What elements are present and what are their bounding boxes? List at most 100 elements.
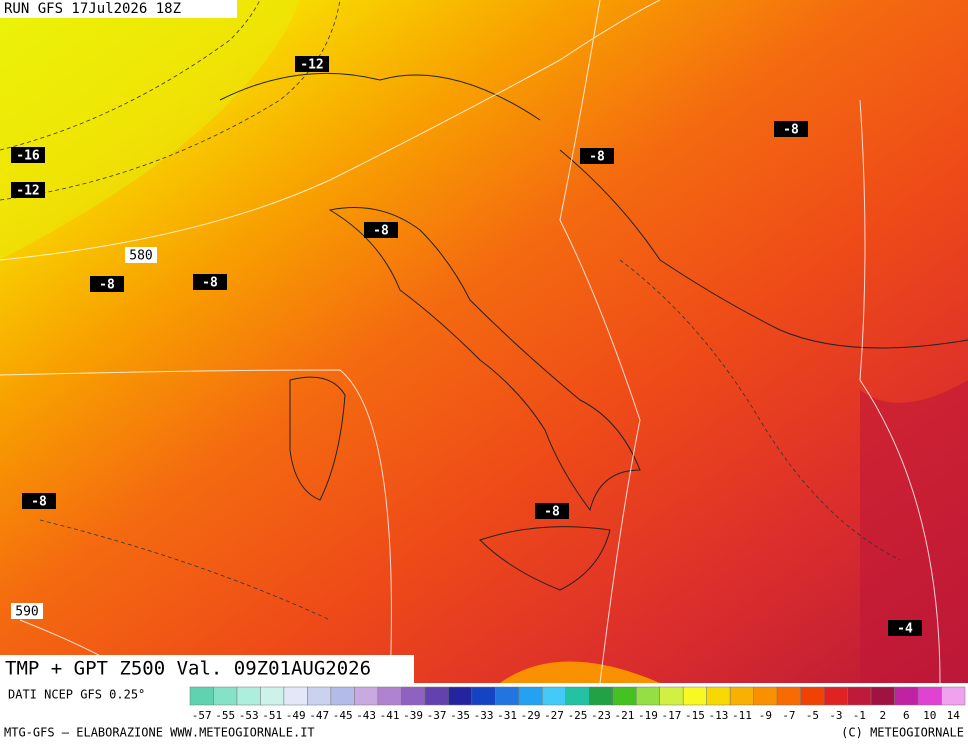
title-box xyxy=(0,655,414,683)
footer-right: (C) METEOGIORNALE xyxy=(841,726,964,740)
legend-swatch xyxy=(847,686,872,706)
temperature-contours xyxy=(0,0,901,621)
legend-swatch xyxy=(495,686,520,706)
legend-swatch xyxy=(401,686,426,706)
label-box xyxy=(535,503,569,519)
temperature-label: -4 xyxy=(897,622,913,637)
temperature-label: -8 xyxy=(373,224,389,239)
label-box xyxy=(774,121,808,137)
source: DATI NCEP GFS 0.25° xyxy=(8,688,145,702)
legend-label: -57 xyxy=(192,709,212,722)
legend-label: 10 xyxy=(923,709,936,722)
legend-swatch xyxy=(706,686,731,706)
temperature-label: -12 xyxy=(300,58,323,73)
run-label: RUN GFS 17Jul2026 18Z xyxy=(4,1,181,17)
label-box xyxy=(22,493,56,509)
label-box xyxy=(11,147,45,163)
legend-label: -25 xyxy=(568,709,588,722)
temperature-label: -12 xyxy=(16,184,39,199)
footer-left: MTG-GFS – ELABORAZIONE WWW.METEOGIORNALE… xyxy=(4,726,315,740)
legend-swatch xyxy=(588,686,613,706)
legend-label: -15 xyxy=(685,709,705,722)
legend-label: -35 xyxy=(450,709,470,722)
legend-label: -49 xyxy=(286,709,306,722)
cold-area xyxy=(0,0,300,260)
legend-label: -9 xyxy=(759,709,772,722)
temperature-label: -8 xyxy=(544,505,560,520)
legend-label: -29 xyxy=(521,709,541,722)
height-label: 580 xyxy=(129,249,152,264)
legend-label: -55 xyxy=(215,709,235,722)
legend-swatch xyxy=(283,686,308,706)
legend-label: -37 xyxy=(427,709,447,722)
legend-swatch xyxy=(260,686,285,706)
cool-area xyxy=(500,661,660,683)
legend-swatch xyxy=(753,686,778,706)
label-box xyxy=(11,603,43,619)
legend-swatch xyxy=(776,686,801,706)
label-box xyxy=(193,274,227,290)
legend-label: -21 xyxy=(615,709,635,722)
temperature-label: -8 xyxy=(783,123,799,138)
legend-label: -19 xyxy=(638,709,658,722)
run-box xyxy=(0,0,237,18)
label-box xyxy=(125,247,157,263)
legend-label: -11 xyxy=(732,709,752,722)
legend-label: -45 xyxy=(333,709,353,722)
legend-swatch xyxy=(236,686,261,706)
legend-swatch xyxy=(659,686,684,706)
legend-swatch xyxy=(612,686,637,706)
height-label: 590 xyxy=(15,605,38,620)
label-box xyxy=(364,222,398,238)
legend-swatch xyxy=(917,686,942,706)
legend-label: -23 xyxy=(591,709,611,722)
temperature-label: -8 xyxy=(589,150,605,165)
temperature-label: -8 xyxy=(31,495,47,510)
legend-label: -17 xyxy=(662,709,682,722)
legend-swatch xyxy=(471,686,496,706)
legend-label: -13 xyxy=(708,709,728,722)
legend-label: -1 xyxy=(853,709,866,722)
legend-swatch xyxy=(870,686,895,706)
warm-area xyxy=(860,380,968,683)
label-box xyxy=(888,620,922,636)
legend-swatch xyxy=(330,686,355,706)
legend-label: -47 xyxy=(309,709,329,722)
legend-swatch xyxy=(213,686,238,706)
legend-label: -53 xyxy=(239,709,259,722)
legend-swatch xyxy=(307,686,332,706)
legend-swatch xyxy=(941,686,966,706)
legend-swatch xyxy=(377,686,402,706)
legend-label: 6 xyxy=(903,709,910,722)
legend-swatch xyxy=(189,686,214,706)
label-box xyxy=(295,56,329,72)
legend-label: -3 xyxy=(829,709,842,722)
legend-label: -51 xyxy=(262,709,282,722)
legend-swatch xyxy=(424,686,449,706)
temperature-label: -8 xyxy=(202,276,218,291)
legend-label: -41 xyxy=(380,709,400,722)
legend-label: -33 xyxy=(474,709,494,722)
legend-label: -31 xyxy=(497,709,517,722)
legend-label: 2 xyxy=(879,709,886,722)
temperature-label: -16 xyxy=(16,149,40,164)
coastlines xyxy=(219,72,968,591)
legend-swatch xyxy=(518,686,543,706)
legend-label: 14 xyxy=(947,709,961,722)
legend-label: -27 xyxy=(544,709,564,722)
label-box xyxy=(580,148,614,164)
field-title: TMP + GPT Z500 Val. 09Z01AUG2026 xyxy=(5,658,371,680)
legend-swatch xyxy=(565,686,590,706)
legend-swatch xyxy=(448,686,473,706)
temperature-label: -8 xyxy=(99,278,115,293)
legend-swatch xyxy=(354,686,379,706)
legend-swatch xyxy=(729,686,754,706)
legend-swatch xyxy=(542,686,567,706)
legend-swatch xyxy=(635,686,660,706)
legend-swatch xyxy=(894,686,919,706)
legend-label: -7 xyxy=(782,709,795,722)
legend-swatch xyxy=(823,686,848,706)
legend-label: -43 xyxy=(356,709,376,722)
